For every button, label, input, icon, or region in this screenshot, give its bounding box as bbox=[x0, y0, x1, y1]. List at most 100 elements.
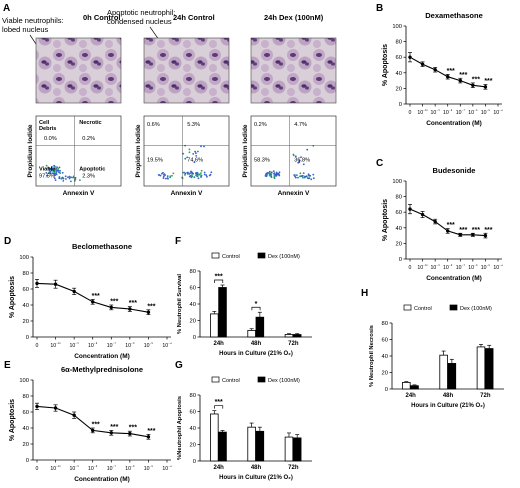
x-tick-label: 10⁻⁴ bbox=[162, 342, 172, 349]
significance-marker: *** bbox=[472, 227, 480, 234]
y-tick-label: 40 bbox=[23, 426, 29, 432]
flow-event-dot bbox=[272, 170, 275, 173]
data-point bbox=[458, 233, 462, 237]
flow-event-dot bbox=[184, 174, 186, 176]
x-tick-label: 10⁻¹⁰ bbox=[50, 342, 61, 349]
x-tick-label: 10⁻⁶ bbox=[125, 465, 135, 472]
x-axis-label: Hours in Culture (21% O₂) bbox=[411, 403, 485, 409]
flow-y-axis-label: Propidium Iodide bbox=[135, 124, 142, 177]
bar-dex bbox=[255, 430, 265, 462]
flow-event-dot bbox=[65, 178, 67, 180]
flow-event-dot bbox=[195, 174, 198, 177]
x-tick-label: 10⁻⁹ bbox=[430, 109, 440, 116]
flow-event-dot bbox=[302, 172, 305, 175]
flow-event-dot bbox=[172, 172, 175, 175]
flow-event-dot bbox=[52, 169, 54, 172]
micrograph-title-24h-dex: 24h Dex (100nM) bbox=[264, 13, 324, 22]
flow-event-dot bbox=[273, 177, 276, 180]
x-tick-label: 10⁻⁶ bbox=[125, 342, 135, 349]
flow-event-dot bbox=[182, 171, 185, 174]
category-label: 48h bbox=[443, 393, 454, 399]
flow-event-dot bbox=[312, 177, 315, 180]
flow-event-dot bbox=[57, 169, 60, 172]
flow-event-dot bbox=[188, 151, 191, 154]
flow-event-dot bbox=[300, 156, 302, 159]
flow-event-dot bbox=[74, 178, 77, 181]
chart-panels: B 0 20 40 60 80 100 % Apoptosis Dexamethasone 0 10… bbox=[4, 3, 504, 483]
flow-event-dot bbox=[70, 180, 72, 183]
quadrant-pct-ur: 5.3% bbox=[187, 122, 200, 128]
y-tick-label: 40 bbox=[396, 226, 402, 232]
data-point bbox=[72, 413, 76, 417]
flow-event-dot bbox=[53, 177, 56, 180]
significance-bracket bbox=[214, 405, 224, 409]
flow-event-dot bbox=[193, 161, 196, 164]
quadrant-name-cell-debris-1: Cell bbox=[39, 120, 50, 126]
x-tick-label: 10⁻⁷ bbox=[456, 109, 466, 116]
panel-letter-d: D bbox=[4, 236, 11, 247]
significance-marker: *** bbox=[92, 422, 100, 429]
data-point bbox=[53, 406, 58, 410]
chart-title: Budesonide bbox=[433, 166, 476, 175]
category-label: 48h bbox=[251, 341, 262, 347]
panel-letter-a: A bbox=[3, 3, 10, 14]
significance-marker: *** bbox=[147, 428, 155, 435]
flow-event-dot bbox=[189, 174, 192, 177]
quadrant-pct-ul: 0.6% bbox=[147, 122, 160, 128]
flow-event-dot bbox=[200, 175, 203, 178]
flow-event-dot bbox=[203, 145, 205, 148]
y-tick-label: 20 bbox=[23, 442, 29, 448]
chart-panel-c: C 0 20 40 60 80 100 % Apoptosis Budesonide 0 10⁻¹⁰… bbox=[376, 158, 503, 282]
y-tick-label: 60 bbox=[190, 410, 196, 416]
legend-label-dex: Dex (100nM) bbox=[268, 254, 300, 260]
y-tick-label: 20 bbox=[396, 86, 402, 92]
category-label: 48h bbox=[251, 465, 262, 471]
flow-event-dot bbox=[199, 173, 201, 176]
flow-event-dot bbox=[195, 172, 197, 175]
flow-event-dot bbox=[51, 166, 53, 168]
flow-event-dot bbox=[210, 171, 213, 174]
x-axis-label: Concentration (M) bbox=[74, 353, 130, 360]
x-tick-label: 10⁻⁸ bbox=[88, 465, 98, 472]
data-point bbox=[146, 435, 151, 439]
flow-x-axis-label: Annexin V bbox=[63, 190, 95, 197]
category-label: 24h bbox=[405, 393, 416, 399]
flow-event-dot bbox=[53, 173, 56, 175]
data-point bbox=[146, 310, 151, 314]
flow-event-dot bbox=[192, 153, 195, 155]
flow-event-dot bbox=[273, 175, 276, 177]
quadrant-name-cell-debris-2: Debris bbox=[39, 126, 56, 132]
flow-event-dot bbox=[188, 173, 191, 176]
significance-marker: *** bbox=[215, 274, 223, 281]
flow-event-dot bbox=[205, 174, 208, 177]
legend-swatch-control bbox=[403, 304, 412, 311]
bar-control bbox=[210, 313, 219, 338]
legend-label-control: Control bbox=[414, 306, 432, 312]
quadrant-pct-lr: 36.8% bbox=[294, 157, 310, 163]
significance-marker: *** bbox=[147, 303, 155, 310]
y-tick-label: 40 bbox=[23, 303, 29, 309]
flow-event-dot bbox=[206, 175, 208, 178]
flow-event-dot bbox=[70, 176, 72, 179]
bar-control bbox=[402, 381, 411, 390]
significance-marker: *** bbox=[447, 68, 455, 75]
flow-x-axis-label: Annexin V bbox=[171, 190, 203, 197]
flow-event-dot bbox=[162, 177, 165, 180]
chart-title: Beclomethasone bbox=[72, 242, 132, 251]
flow-event-dot bbox=[308, 177, 311, 180]
y-tick-label: 60 bbox=[23, 410, 29, 416]
significance-bracket bbox=[251, 306, 261, 311]
bar-control bbox=[439, 354, 448, 390]
quadrant-pct-ur: 4.7% bbox=[294, 122, 307, 128]
significance-marker: *** bbox=[459, 72, 467, 79]
y-tick-label: 60 bbox=[190, 286, 196, 292]
y-tick-label: 0 bbox=[193, 459, 196, 465]
quadrant-pct-ul: 0.0% bbox=[44, 136, 57, 142]
flow-event-dot bbox=[186, 156, 189, 159]
y-tick-label: 20 bbox=[382, 371, 388, 377]
flow-event-dot bbox=[295, 176, 297, 179]
y-tick-label: 80 bbox=[396, 40, 402, 46]
flow-event-dot bbox=[264, 175, 267, 177]
